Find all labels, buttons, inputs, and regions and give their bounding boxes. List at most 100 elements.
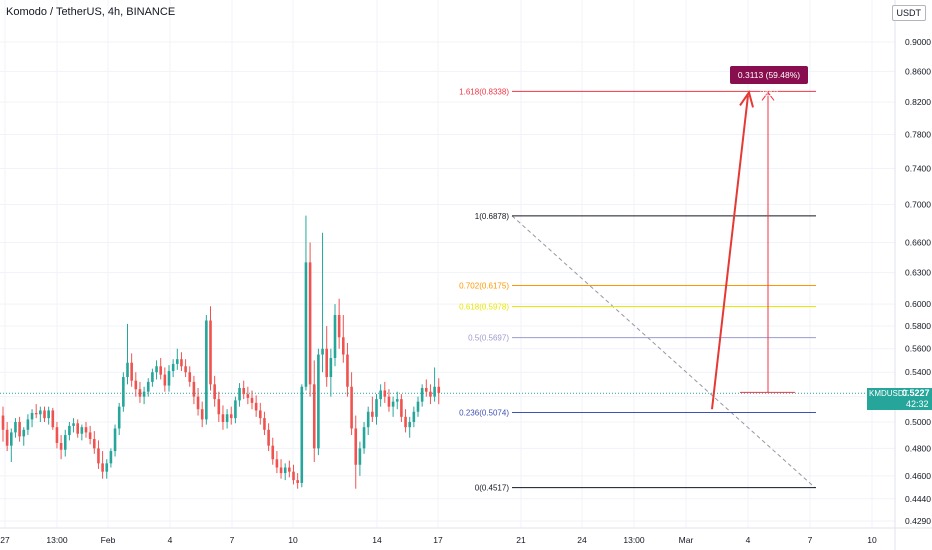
y-tick-label: 0.9000 bbox=[905, 37, 931, 47]
candle-body bbox=[5, 429, 9, 446]
x-tick-label: 24 bbox=[577, 535, 587, 545]
candle-body bbox=[30, 413, 34, 420]
candle-body bbox=[105, 463, 109, 472]
chart-grid bbox=[0, 0, 895, 528]
candle-body bbox=[80, 427, 84, 434]
candle-body bbox=[254, 402, 258, 411]
y-tick-label: 0.4290 bbox=[905, 516, 931, 526]
fib-level-label: 1.618(0.8338) bbox=[459, 87, 509, 96]
candle-body bbox=[146, 381, 150, 392]
candle-body bbox=[167, 371, 171, 386]
candle-body bbox=[350, 386, 353, 429]
candle-body bbox=[283, 467, 287, 474]
candle-body bbox=[1, 415, 5, 430]
candle-body bbox=[72, 423, 75, 426]
candle-body bbox=[101, 463, 104, 472]
candle-body bbox=[138, 389, 142, 397]
candle-body bbox=[308, 262, 312, 385]
candle-body bbox=[55, 427, 59, 444]
candle-body bbox=[97, 448, 100, 464]
candle-body bbox=[155, 366, 158, 373]
y-tick-label: 0.5600 bbox=[905, 344, 931, 354]
candle-body bbox=[408, 421, 411, 428]
candle-body bbox=[221, 414, 225, 422]
candle-body bbox=[246, 394, 250, 398]
y-tick-label: 0.8600 bbox=[905, 66, 931, 76]
x-tick-label: 13:00 bbox=[623, 535, 645, 545]
candle-body bbox=[217, 399, 221, 415]
candle-body bbox=[312, 384, 316, 449]
candle-body bbox=[391, 401, 395, 407]
candle-body bbox=[14, 421, 17, 433]
candle-body bbox=[238, 387, 241, 401]
fib-level-label: 1(0.6878) bbox=[475, 212, 510, 221]
candle-body bbox=[88, 432, 92, 440]
candle-body bbox=[275, 459, 279, 468]
y-tick-label: 0.7000 bbox=[905, 199, 931, 209]
candle-body bbox=[113, 428, 117, 452]
candle-body bbox=[379, 390, 382, 400]
x-tick-label: Mar bbox=[679, 535, 694, 545]
candle-body bbox=[346, 354, 349, 387]
x-tick-label: 4 bbox=[168, 535, 173, 545]
candle-body bbox=[329, 358, 333, 378]
candle-body bbox=[416, 401, 420, 412]
measure-arrowhead bbox=[761, 91, 775, 101]
y-tick-label: 0.5400 bbox=[905, 367, 931, 377]
candle-body bbox=[229, 414, 233, 419]
candle-body bbox=[304, 262, 308, 387]
candle-body bbox=[51, 410, 55, 428]
candle-body bbox=[267, 429, 270, 446]
y-tick-label: 0.6300 bbox=[905, 268, 931, 278]
projection-annotations bbox=[711, 90, 795, 410]
candle-body bbox=[159, 366, 162, 375]
candle-body bbox=[180, 359, 183, 367]
candle-body bbox=[259, 410, 262, 419]
y-tick-label: 0.5800 bbox=[905, 321, 931, 331]
candle-body bbox=[184, 366, 187, 373]
y-tick-label: 0.4600 bbox=[905, 471, 931, 481]
pattern-drawings bbox=[511, 215, 816, 489]
candle-body bbox=[151, 372, 154, 382]
candle-body bbox=[371, 411, 374, 417]
candle-body bbox=[395, 399, 399, 402]
candle-body bbox=[242, 387, 245, 395]
x-tick-label: 7 bbox=[808, 535, 813, 545]
measure-label: 0.3113 (59.48%) 3113 bbox=[730, 66, 808, 98]
candle-body bbox=[176, 359, 179, 364]
candle-body bbox=[375, 399, 378, 417]
candle-body bbox=[342, 337, 345, 355]
y-tick-label: 0.5000 bbox=[905, 417, 931, 427]
candle-body bbox=[358, 448, 362, 465]
candle-body bbox=[84, 427, 88, 433]
currency-selector[interactable]: USDT bbox=[891, 5, 926, 21]
y-tick-label: 0.6000 bbox=[905, 299, 931, 309]
candlestick-series bbox=[1, 215, 441, 489]
fib-level-label: 0.236(0.5074) bbox=[459, 408, 509, 417]
candle-body bbox=[22, 429, 26, 437]
fib-level-label: 0.618(0.5978) bbox=[459, 302, 509, 311]
candle-body bbox=[209, 320, 212, 385]
candle-body bbox=[192, 381, 196, 397]
candle-body bbox=[200, 409, 204, 420]
candle-body bbox=[43, 410, 46, 419]
x-tick-label: 13:00 bbox=[46, 535, 68, 545]
candle-body bbox=[296, 480, 299, 483]
candle-body bbox=[34, 413, 38, 415]
x-tick-label: 27 bbox=[0, 535, 10, 545]
current-price-badge: KMDUSDT0.5227 42:32 bbox=[867, 388, 932, 410]
candle-body bbox=[429, 391, 432, 397]
candle-body bbox=[39, 410, 42, 415]
y-tick-label: 0.8200 bbox=[905, 97, 931, 107]
x-tick-label: Feb bbox=[101, 535, 116, 545]
candle-body bbox=[109, 451, 113, 464]
candle-body bbox=[93, 439, 96, 449]
x-tick-label: 7 bbox=[230, 535, 235, 545]
candle-body bbox=[333, 314, 337, 359]
candle-body bbox=[362, 427, 366, 449]
candle-body bbox=[10, 432, 13, 446]
candle-body bbox=[300, 386, 304, 483]
candle-body bbox=[437, 386, 441, 393]
candle-body bbox=[366, 411, 370, 428]
